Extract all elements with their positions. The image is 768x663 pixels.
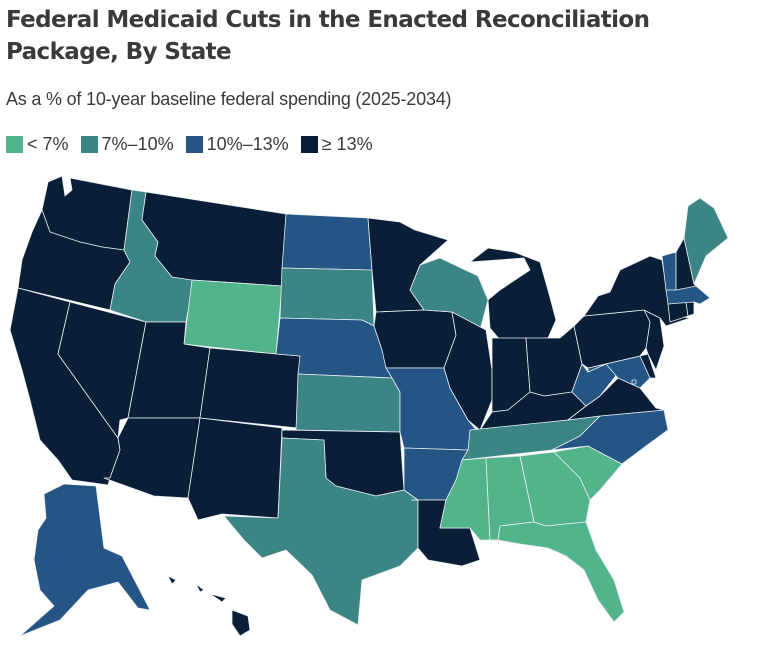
legend-swatch	[185, 136, 203, 153]
state-de	[639, 353, 657, 379]
legend: < 7% 7%–10% 10%–13% ≥ 13%	[6, 134, 373, 155]
legend-label: < 7%	[27, 134, 69, 154]
state-ak	[19, 483, 151, 637]
legend-swatch	[80, 136, 98, 153]
legend-swatch	[6, 136, 23, 153]
state-tx	[223, 437, 419, 626]
legend-item-lt7: < 7%	[6, 134, 69, 155]
state-nc	[551, 409, 669, 465]
state-hi	[167, 575, 251, 637]
legend-item-7to10: 7%–10%	[80, 134, 174, 155]
legend-label: ≥ 13%	[321, 134, 373, 154]
chart-subtitle: As a % of 10-year baseline federal spend…	[6, 89, 452, 109]
state-dc	[631, 379, 637, 385]
state-nd	[281, 213, 373, 271]
legend-label: 7%–10%	[101, 134, 174, 154]
state-ks	[295, 373, 401, 433]
legend-item-ge13: ≥ 13%	[300, 134, 373, 155]
state-nm	[187, 417, 283, 521]
chart-title: Federal Medicaid Cuts in the Enacted Rec…	[6, 7, 650, 65]
state-co	[199, 347, 301, 429]
state-me	[683, 197, 729, 285]
state-nh	[675, 237, 697, 291]
state-il	[443, 311, 493, 431]
legend-swatch	[300, 136, 318, 153]
state-wy	[183, 279, 283, 355]
legend-item-10to13: 10%–13%	[185, 134, 289, 155]
legend-label: 10%–13%	[206, 134, 289, 154]
state-fl	[497, 521, 625, 623]
state-ia	[373, 309, 457, 369]
state-sd	[279, 267, 375, 327]
